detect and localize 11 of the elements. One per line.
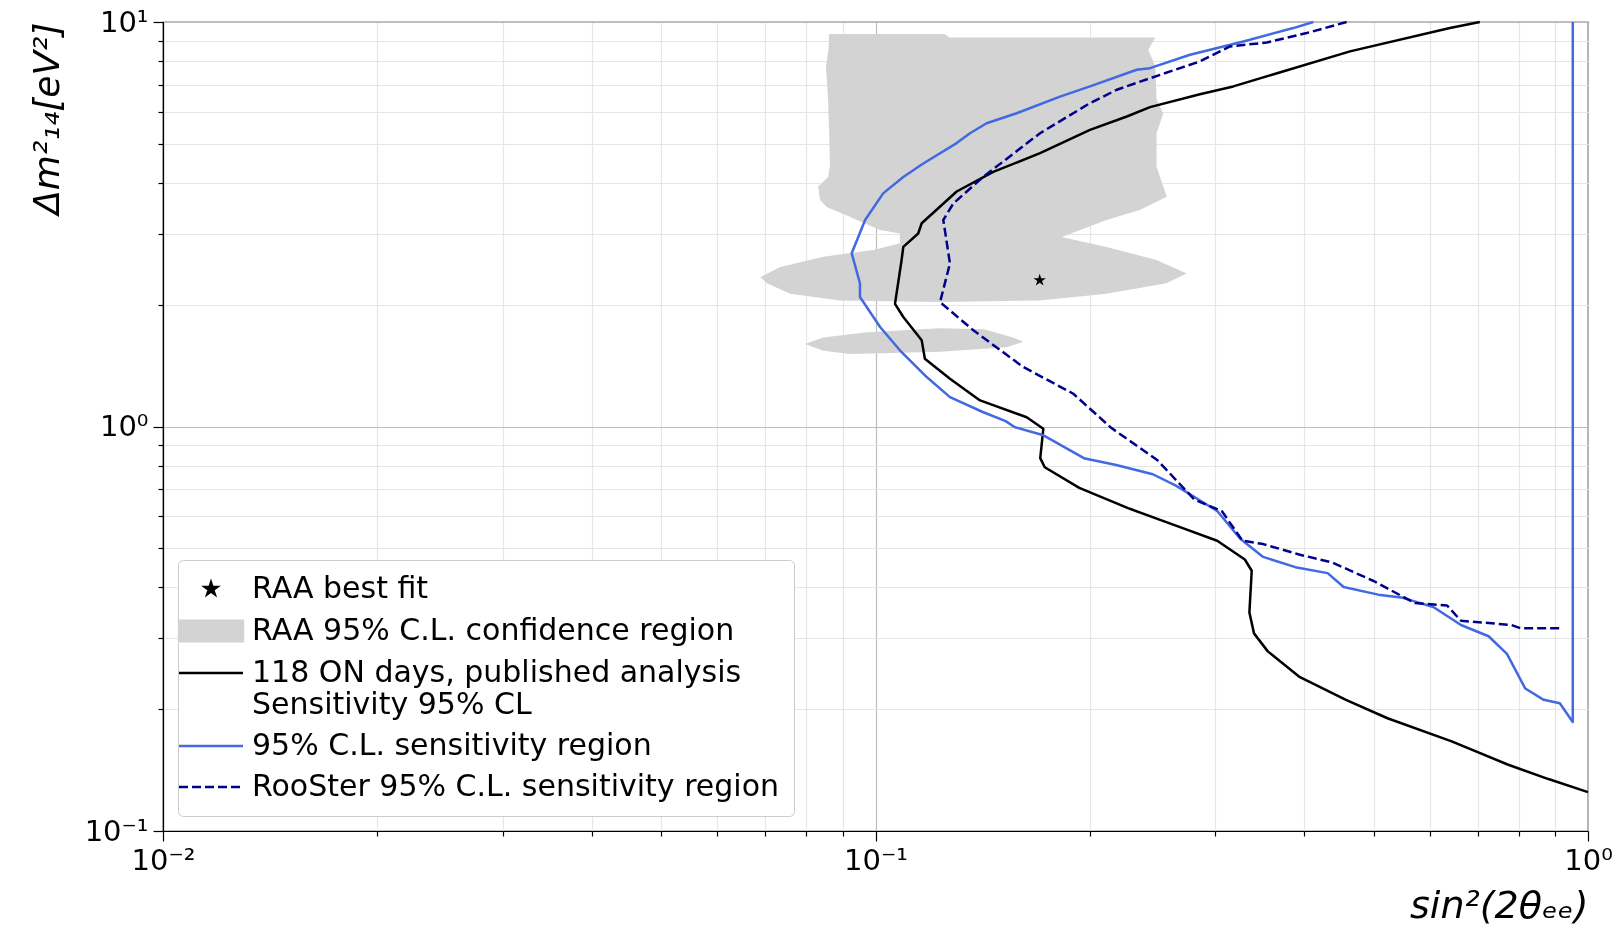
y-tick-label: 10⁰ xyxy=(99,409,149,443)
x-tick-label: 10⁰ xyxy=(1564,842,1613,877)
y-tick-label: 10¹ xyxy=(99,4,149,39)
x-axis-title: sin²(2θₑₑ) xyxy=(1410,882,1589,927)
legend-label: RAA 95% C.L. confidence region xyxy=(252,612,735,647)
legend-label: RAA best fit xyxy=(252,570,429,605)
y-axis-title: Δm²₁₄[eV²] xyxy=(25,22,67,218)
legend-label: 118 ON days, published analysis Sensitivity 95% CL xyxy=(252,654,742,721)
x-tick-label: 10⁻¹ xyxy=(844,842,908,877)
legend-label: 95% C.L. sensitivity region xyxy=(252,727,652,762)
legend-label: RooSter 95% C.L. sensitivity region xyxy=(252,768,780,803)
